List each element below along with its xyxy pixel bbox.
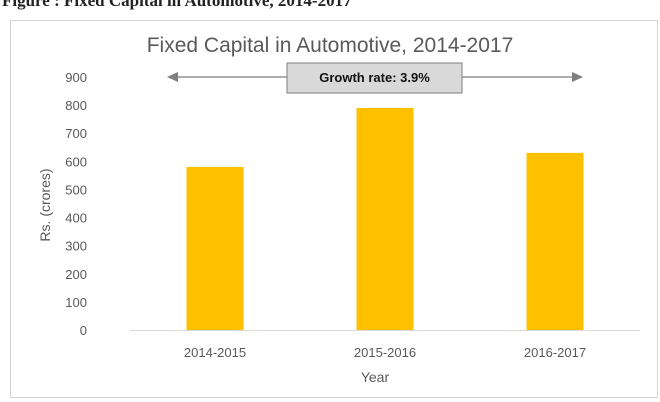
bars: [186, 107, 584, 330]
arrow-head-right: [572, 72, 583, 82]
figure-caption: Figure : Fixed Capital in Automotive, 20…: [2, 0, 352, 10]
y-tick-label: 300: [65, 239, 87, 254]
growth-rate-callout: Growth rate: 3.9%: [286, 62, 463, 94]
callout-box: [286, 62, 463, 94]
x-tick-label: 2016-2017: [524, 345, 586, 360]
y-tick-label: 0: [80, 323, 87, 338]
bar-2014-2015: [186, 166, 244, 330]
y-tick-label: 400: [65, 211, 87, 226]
y-tick-label: 500: [65, 182, 87, 197]
y-axis-title: Rs. (crores): [37, 168, 53, 241]
x-axis-title: Year: [361, 369, 390, 385]
y-tick-label: 800: [65, 98, 87, 113]
growth-arrow: [167, 72, 583, 82]
arrow-head-left: [167, 72, 178, 82]
x-tick-label: 2015-2016: [354, 345, 416, 360]
y-tick-label: 600: [65, 154, 87, 169]
y-tick-label: 900: [65, 70, 87, 85]
bar-2016-2017: [526, 152, 584, 330]
bar-2015-2016: [356, 107, 414, 330]
chart-title: Fixed Capital in Automotive, 2014-2017: [147, 34, 514, 57]
callout-label: Growth rate: 3.9%: [319, 70, 430, 85]
x-tick-label: 2014-2015: [184, 345, 246, 360]
y-tick-label: 200: [65, 267, 87, 282]
y-tick-label: 100: [65, 295, 87, 310]
x-axis-ticks: 2014-2015 2015-2016 2016-2017: [184, 345, 586, 360]
y-axis-ticks: 0 100 200 300 400 500 600 700 800 900: [65, 70, 87, 338]
y-tick-label: 700: [65, 126, 87, 141]
